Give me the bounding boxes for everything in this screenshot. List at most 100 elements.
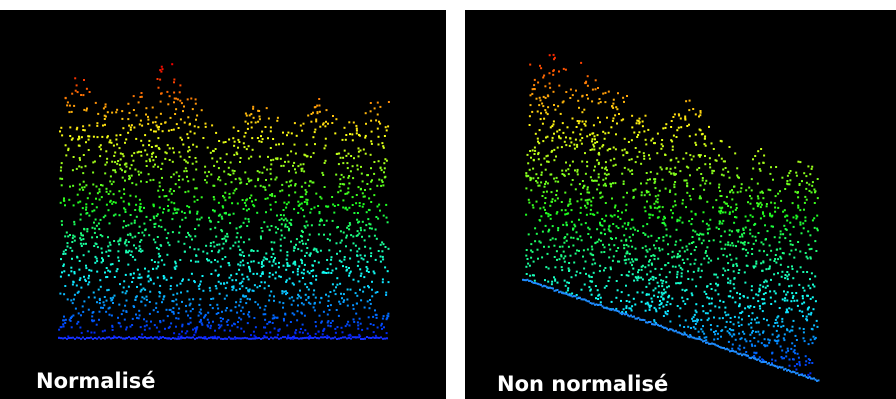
lidar-point bbox=[234, 336, 236, 339]
lidar-point bbox=[272, 259, 275, 262]
lidar-point bbox=[153, 324, 156, 327]
lidar-point bbox=[265, 252, 268, 255]
lidar-point bbox=[775, 329, 778, 332]
lidar-point bbox=[773, 260, 776, 262]
lidar-point bbox=[692, 316, 695, 319]
lidar-point bbox=[305, 251, 308, 254]
lidar-point bbox=[684, 302, 687, 305]
lidar-point bbox=[333, 205, 336, 207]
lidar-point bbox=[620, 119, 623, 122]
lidar-point bbox=[382, 146, 385, 149]
lidar-point bbox=[715, 159, 718, 162]
lidar-point bbox=[348, 228, 351, 231]
lidar-point bbox=[588, 228, 591, 231]
lidar-point bbox=[568, 144, 571, 147]
lidar-point bbox=[784, 297, 787, 300]
lidar-point bbox=[745, 189, 748, 192]
lidar-point bbox=[111, 202, 114, 205]
lidar-point bbox=[786, 271, 789, 273]
lidar-point bbox=[268, 229, 271, 232]
lidar-point bbox=[122, 127, 125, 130]
lidar-point bbox=[339, 183, 342, 185]
lidar-point bbox=[385, 129, 388, 132]
lidar-point bbox=[116, 268, 119, 271]
lidar-point bbox=[772, 325, 775, 328]
lidar-point bbox=[152, 178, 155, 181]
lidar-point bbox=[226, 281, 229, 284]
lidar-point bbox=[220, 337, 222, 340]
lidar-point bbox=[308, 337, 310, 340]
lidar-point bbox=[98, 190, 101, 193]
lidar-point bbox=[798, 363, 801, 366]
lidar-point bbox=[535, 200, 538, 203]
lidar-point bbox=[640, 318, 643, 321]
lidar-point bbox=[664, 291, 667, 294]
lidar-point bbox=[231, 324, 234, 327]
lidar-point bbox=[258, 171, 261, 174]
lidar-point bbox=[125, 224, 128, 227]
lidar-point bbox=[568, 262, 571, 264]
lidar-point bbox=[164, 157, 167, 160]
lidar-point bbox=[622, 308, 625, 311]
lidar-point bbox=[215, 131, 218, 134]
lidar-point bbox=[615, 225, 618, 228]
lidar-point bbox=[542, 95, 545, 98]
lidar-point bbox=[541, 122, 544, 125]
lidar-point bbox=[103, 114, 106, 117]
lidar-point bbox=[96, 122, 99, 125]
lidar-point bbox=[243, 201, 246, 204]
lidar-point bbox=[769, 189, 772, 192]
lidar-point bbox=[652, 254, 655, 257]
lidar-point bbox=[672, 329, 674, 332]
lidar-point bbox=[635, 258, 638, 261]
lidar-point bbox=[379, 255, 382, 258]
lidar-point bbox=[179, 118, 182, 121]
lidar-point bbox=[77, 201, 80, 204]
lidar-point bbox=[148, 327, 151, 330]
lidar-point bbox=[288, 277, 291, 280]
lidar-point bbox=[98, 198, 101, 201]
lidar-point bbox=[765, 361, 767, 363]
lidar-point bbox=[579, 139, 582, 142]
lidar-point bbox=[646, 321, 649, 324]
lidar-point bbox=[576, 237, 579, 240]
lidar-point bbox=[805, 376, 808, 379]
lidar-point bbox=[751, 248, 754, 250]
lidar-point bbox=[709, 218, 712, 221]
lidar-point bbox=[596, 211, 599, 214]
lidar-point bbox=[689, 198, 692, 201]
lidar-point bbox=[82, 238, 85, 241]
lidar-point bbox=[314, 143, 316, 146]
lidar-point bbox=[244, 217, 247, 220]
lidar-point bbox=[321, 219, 323, 222]
lidar-point bbox=[117, 321, 120, 324]
lidar-point bbox=[213, 245, 216, 248]
lidar-point bbox=[233, 189, 236, 192]
lidar-point bbox=[594, 138, 596, 141]
lidar-point bbox=[356, 294, 359, 297]
lidar-point bbox=[663, 288, 666, 291]
lidar-point bbox=[374, 336, 376, 339]
lidar-point bbox=[224, 141, 227, 143]
lidar-point bbox=[243, 255, 245, 257]
lidar-point bbox=[809, 256, 812, 259]
lidar-point bbox=[681, 199, 684, 202]
lidar-point bbox=[68, 111, 71, 114]
lidar-point bbox=[245, 199, 248, 202]
lidar-point bbox=[720, 157, 723, 160]
lidar-point bbox=[628, 270, 631, 273]
lidar-point bbox=[79, 237, 82, 240]
lidar-point bbox=[80, 94, 83, 96]
lidar-point bbox=[596, 228, 599, 231]
lidar-point bbox=[335, 267, 338, 270]
lidar-point bbox=[99, 218, 102, 221]
lidar-point bbox=[373, 172, 376, 175]
lidar-point bbox=[547, 230, 550, 233]
lidar-point bbox=[348, 206, 351, 209]
lidar-point bbox=[250, 194, 253, 197]
lidar-point bbox=[251, 148, 254, 151]
lidar-point bbox=[594, 79, 597, 82]
lidar-point bbox=[353, 157, 355, 160]
lidar-point bbox=[153, 261, 156, 263]
lidar-point bbox=[687, 278, 690, 280]
